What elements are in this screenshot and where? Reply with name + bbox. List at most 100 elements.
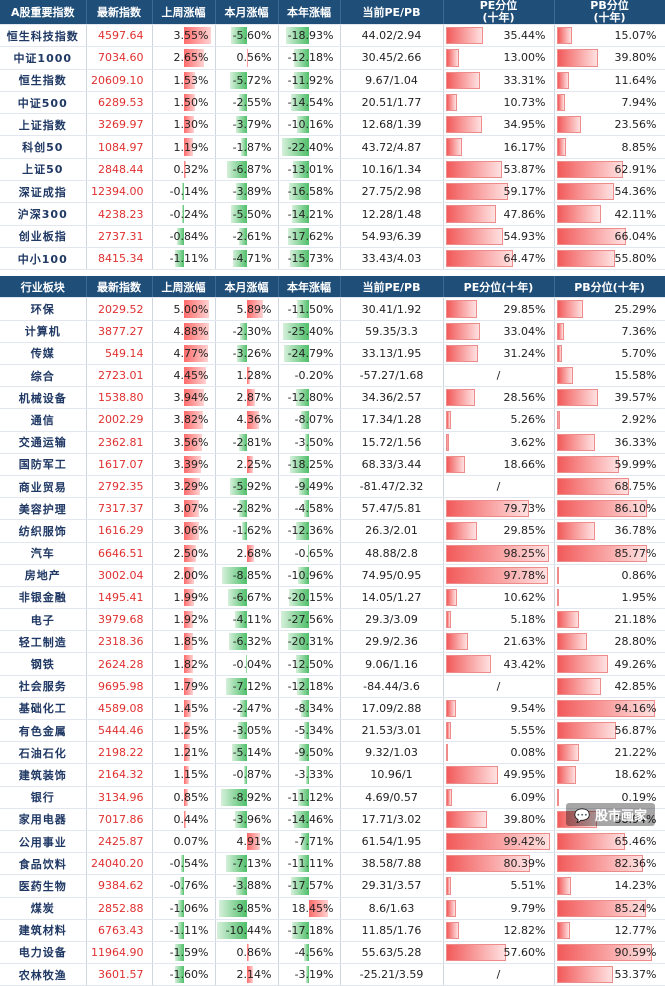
pb-pct-text: 56.87% xyxy=(615,724,657,737)
month-change-text: 1.28% xyxy=(237,369,272,382)
month-change-text: -3.89% xyxy=(233,185,272,198)
month-change: -6.32% xyxy=(215,631,278,653)
pe-pct-text: 6.09% xyxy=(511,791,546,804)
month-change-text: -4.11% xyxy=(233,613,272,626)
week-change: 3.29% xyxy=(152,475,215,497)
pe-pct-percentile: 21.63% xyxy=(443,631,554,653)
watermark-logo: 💬 股市画家 xyxy=(566,803,655,826)
pe-pb: 30.41/1.92 xyxy=(340,298,443,320)
row-name: 恒生指数 xyxy=(0,69,86,91)
pe-pct-text: 13.00% xyxy=(504,51,546,64)
latest-value: 3877.27 xyxy=(86,320,152,342)
pe-pct-bar xyxy=(446,138,463,155)
row-name: 农林牧渔 xyxy=(0,964,86,986)
pb-pct-bar xyxy=(557,161,623,178)
pb-pct-percentile: 8.85% xyxy=(554,136,665,158)
row-name: 社会服务 xyxy=(0,675,86,697)
month-change-text: -4.71% xyxy=(233,252,272,265)
pe-pct-percentile: 57.60% xyxy=(443,941,554,963)
month-change: -10.44% xyxy=(215,919,278,941)
pb-pct-percentile: 15.07% xyxy=(554,25,665,47)
month-change: -5.92% xyxy=(215,475,278,497)
pb-pct-percentile: 85.24% xyxy=(554,897,665,919)
pb-pct-percentile: 56.87% xyxy=(554,720,665,742)
year-change-text: -22.40% xyxy=(288,141,334,154)
row-name: 通信 xyxy=(0,409,86,431)
year-change-text: -14.21% xyxy=(288,208,334,221)
pb-pct-text: 53.37% xyxy=(615,968,657,981)
header-cell: 上周涨幅 xyxy=(152,0,215,25)
month-change-text: 2.87% xyxy=(237,391,272,404)
pb-pct-text: 8.85% xyxy=(622,141,657,154)
year-change-text: -10.16% xyxy=(288,118,334,131)
pe-pct-percentile: 0.08% xyxy=(443,742,554,764)
month-change-text: -7.12% xyxy=(233,680,272,693)
pe-pct-percentile: 5.51% xyxy=(443,875,554,897)
pe-pct-bar xyxy=(446,811,488,828)
week-change: 1.50% xyxy=(152,91,215,113)
pb-pct-percentile: 0.86% xyxy=(554,564,665,586)
pe-pct-percentile: / xyxy=(443,365,554,387)
pb-pct-bar xyxy=(557,27,573,44)
latest-value: 4597.64 xyxy=(86,25,152,47)
pb-pct-text: 85.24% xyxy=(615,902,657,915)
pe-pct-bar xyxy=(446,922,459,939)
pe-pct-text: 99.42% xyxy=(504,835,546,848)
header-cell: PB分位 (十年) xyxy=(554,0,665,25)
pe-pct-bar xyxy=(446,345,479,362)
row-name: 交通运输 xyxy=(0,431,86,453)
year-change-text: -15.73% xyxy=(288,252,334,265)
latest-value: 5444.46 xyxy=(86,720,152,742)
row-name: 钢铁 xyxy=(0,653,86,675)
week-change: 4.77% xyxy=(152,342,215,364)
row-name: 恒生科技指数 xyxy=(0,25,86,47)
pb-pct-bar xyxy=(557,411,560,428)
row-name: 上证50 xyxy=(0,158,86,180)
week-change-text: 1.15% xyxy=(174,768,209,781)
pb-pct-text: 0.86% xyxy=(622,569,657,582)
month-change-text: -8.92% xyxy=(233,791,272,804)
pb-pct-percentile: 39.57% xyxy=(554,387,665,409)
month-change: -5.60% xyxy=(215,25,278,47)
week-change: 1.15% xyxy=(152,764,215,786)
pb-pct-percentile: 90.59% xyxy=(554,941,665,963)
week-change: 3.55% xyxy=(152,25,215,47)
month-change: -7.13% xyxy=(215,853,278,875)
pb-pct-text: 7.36% xyxy=(622,325,657,338)
row-name: 石油石化 xyxy=(0,742,86,764)
year-change: -11.12% xyxy=(278,786,340,808)
week-change-text: 5.00% xyxy=(174,303,209,316)
year-change-text: -18.25% xyxy=(288,458,334,471)
year-change: -14.21% xyxy=(278,203,340,225)
row-name: 建筑装饰 xyxy=(0,764,86,786)
pb-pct-text: 90.59% xyxy=(615,946,657,959)
pb-pct-text: 85.77% xyxy=(615,547,657,560)
year-change: -24.79% xyxy=(278,342,340,364)
month-change-text: -5.92% xyxy=(233,480,272,493)
week-change: -1.06% xyxy=(152,897,215,919)
pb-pct-percentile: 66.04% xyxy=(554,225,665,247)
pe-pct-bar xyxy=(446,744,448,761)
pb-pct-bar xyxy=(557,323,565,340)
pe-pct-percentile: 98.25% xyxy=(443,542,554,564)
year-change: -25.40% xyxy=(278,320,340,342)
week-change-text: -0.14% xyxy=(170,185,209,198)
week-change-text: -1.59% xyxy=(170,946,209,959)
year-change: -16.58% xyxy=(278,181,340,203)
pb-pct-text: 36.78% xyxy=(615,524,657,537)
pe-pct-bar xyxy=(446,205,496,222)
week-change-text: 1.85% xyxy=(174,635,209,648)
latest-value: 2852.88 xyxy=(86,897,152,919)
pb-pct-text: 62.91% xyxy=(615,163,657,176)
pb-pct-bar xyxy=(557,49,599,66)
week-change-text: 3.55% xyxy=(174,29,209,42)
pe-pct-percentile: / xyxy=(443,675,554,697)
pe-pct-percentile: 39.80% xyxy=(443,808,554,830)
year-change-text: -12.18% xyxy=(288,680,334,693)
year-change-text: -12.36% xyxy=(288,524,334,537)
